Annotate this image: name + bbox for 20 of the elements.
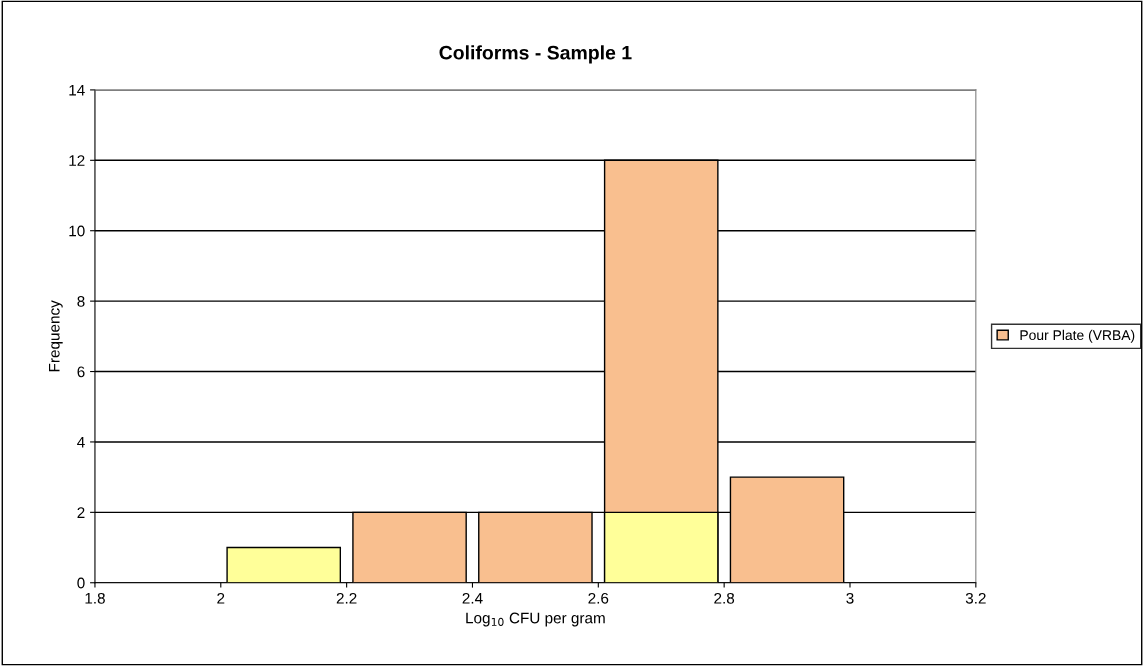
y-tick-label: 0 (77, 577, 85, 589)
legend-label: Pour Plate (VRBA) (1020, 329, 1135, 343)
y-tick-label: 4 (77, 436, 85, 448)
y-tick-label: 2 (77, 507, 85, 518)
y-tick-label: 8 (77, 295, 85, 307)
x-tick-label: 3 (846, 592, 854, 604)
y-tick-label: 10 (69, 225, 85, 237)
y-tick-label: 6 (77, 366, 85, 378)
x-tick-label: 2 (217, 592, 225, 604)
y-tick-label: 12 (69, 155, 85, 166)
x-tick-label: 2.8 (714, 592, 735, 604)
x-tick-label: 2.4 (462, 592, 483, 604)
y-axis-title: Frequency (49, 300, 63, 372)
x-tick-label: 2.6 (588, 592, 609, 604)
y-tick-label: 14 (69, 84, 85, 96)
x-tick-label: 2.2 (336, 592, 357, 604)
x-tick-label: 3.2 (965, 592, 986, 604)
x-tick-label: 1.8 (85, 592, 105, 604)
chart-title: Coliforms - Sample 1 (439, 45, 632, 64)
x-axis-title: Log$_{10}$ CFU per gram (466, 612, 605, 627)
